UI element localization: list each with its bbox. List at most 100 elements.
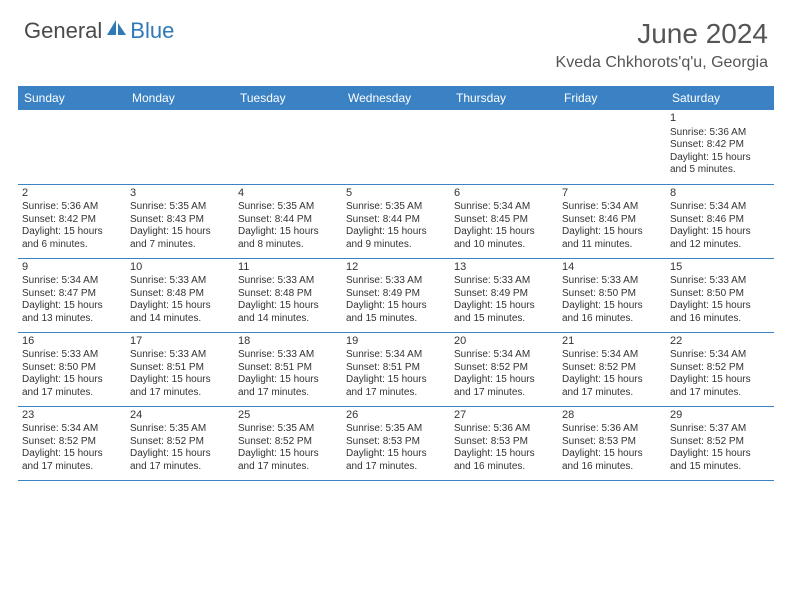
weekday-header: Tuesday [234, 86, 342, 110]
daylight-text: Daylight: 15 hours and 17 minutes. [562, 374, 662, 399]
calendar-cell: 25Sunrise: 5:35 AMSunset: 8:52 PMDayligh… [234, 406, 342, 480]
daylight-text: Daylight: 15 hours and 17 minutes. [22, 374, 122, 399]
day-number: 18 [238, 335, 338, 349]
day-number: 22 [670, 335, 770, 349]
day-number: 8 [670, 187, 770, 201]
sunrise-text: Sunrise: 5:34 AM [670, 201, 770, 214]
day-number: 2 [22, 187, 122, 201]
sunrise-text: Sunrise: 5:33 AM [346, 275, 446, 288]
day-number: 16 [22, 335, 122, 349]
sunrise-text: Sunrise: 5:37 AM [670, 423, 770, 436]
day-number: 11 [238, 261, 338, 275]
daylight-text: Daylight: 15 hours and 16 minutes. [562, 448, 662, 473]
sunrise-text: Sunrise: 5:34 AM [562, 349, 662, 362]
sunrise-text: Sunrise: 5:36 AM [454, 423, 554, 436]
calendar-cell: 14Sunrise: 5:33 AMSunset: 8:50 PMDayligh… [558, 258, 666, 332]
sunset-text: Sunset: 8:42 PM [22, 214, 122, 227]
sunset-text: Sunset: 8:53 PM [454, 436, 554, 449]
calendar-cell: 2Sunrise: 5:36 AMSunset: 8:42 PMDaylight… [18, 184, 126, 258]
sunset-text: Sunset: 8:44 PM [238, 214, 338, 227]
sunset-text: Sunset: 8:46 PM [670, 214, 770, 227]
daylight-text: Daylight: 15 hours and 16 minutes. [562, 300, 662, 325]
calendar-cell: 24Sunrise: 5:35 AMSunset: 8:52 PMDayligh… [126, 406, 234, 480]
day-number: 13 [454, 261, 554, 275]
sunrise-text: Sunrise: 5:36 AM [22, 201, 122, 214]
calendar-cell: 29Sunrise: 5:37 AMSunset: 8:52 PMDayligh… [666, 406, 774, 480]
calendar-cell: 1Sunrise: 5:36 AMSunset: 8:42 PMDaylight… [666, 110, 774, 184]
weekday-header: Saturday [666, 86, 774, 110]
day-number: 7 [562, 187, 662, 201]
calendar-cell: 15Sunrise: 5:33 AMSunset: 8:50 PMDayligh… [666, 258, 774, 332]
day-number: 5 [346, 187, 446, 201]
daylight-text: Daylight: 15 hours and 16 minutes. [454, 448, 554, 473]
calendar-header-row: SundayMondayTuesdayWednesdayThursdayFrid… [18, 86, 774, 110]
calendar-row: 9Sunrise: 5:34 AMSunset: 8:47 PMDaylight… [18, 258, 774, 332]
sunrise-text: Sunrise: 5:34 AM [454, 201, 554, 214]
day-number: 1 [670, 112, 770, 126]
daylight-text: Daylight: 15 hours and 9 minutes. [346, 226, 446, 251]
daylight-text: Daylight: 15 hours and 17 minutes. [22, 448, 122, 473]
calendar-cell-empty [126, 110, 234, 184]
sunset-text: Sunset: 8:52 PM [130, 436, 230, 449]
sunset-text: Sunset: 8:50 PM [562, 288, 662, 301]
sunset-text: Sunset: 8:51 PM [346, 362, 446, 375]
day-number: 4 [238, 187, 338, 201]
day-number: 14 [562, 261, 662, 275]
day-number: 9 [22, 261, 122, 275]
sunset-text: Sunset: 8:48 PM [130, 288, 230, 301]
daylight-text: Daylight: 15 hours and 13 minutes. [22, 300, 122, 325]
sunrise-text: Sunrise: 5:34 AM [22, 275, 122, 288]
calendar-cell-empty [342, 110, 450, 184]
day-number: 12 [346, 261, 446, 275]
daylight-text: Daylight: 15 hours and 15 minutes. [346, 300, 446, 325]
daylight-text: Daylight: 15 hours and 15 minutes. [670, 448, 770, 473]
calendar-cell: 7Sunrise: 5:34 AMSunset: 8:46 PMDaylight… [558, 184, 666, 258]
daylight-text: Daylight: 15 hours and 17 minutes. [454, 374, 554, 399]
daylight-text: Daylight: 15 hours and 17 minutes. [130, 374, 230, 399]
daylight-text: Daylight: 15 hours and 8 minutes. [238, 226, 338, 251]
day-number: 29 [670, 409, 770, 423]
calendar-body: 1Sunrise: 5:36 AMSunset: 8:42 PMDaylight… [18, 110, 774, 480]
sunrise-text: Sunrise: 5:33 AM [130, 275, 230, 288]
calendar-cell: 20Sunrise: 5:34 AMSunset: 8:52 PMDayligh… [450, 332, 558, 406]
calendar-row: 16Sunrise: 5:33 AMSunset: 8:50 PMDayligh… [18, 332, 774, 406]
day-number: 23 [22, 409, 122, 423]
calendar-cell: 26Sunrise: 5:35 AMSunset: 8:53 PMDayligh… [342, 406, 450, 480]
sunrise-text: Sunrise: 5:35 AM [238, 201, 338, 214]
calendar-cell-empty [558, 110, 666, 184]
location: Kveda Chkhorots'q'u, Georgia [556, 54, 768, 72]
sunrise-text: Sunrise: 5:33 AM [22, 349, 122, 362]
day-number: 28 [562, 409, 662, 423]
day-number: 6 [454, 187, 554, 201]
sunset-text: Sunset: 8:43 PM [130, 214, 230, 227]
calendar-cell: 27Sunrise: 5:36 AMSunset: 8:53 PMDayligh… [450, 406, 558, 480]
daylight-text: Daylight: 15 hours and 17 minutes. [238, 374, 338, 399]
sunrise-text: Sunrise: 5:34 AM [454, 349, 554, 362]
daylight-text: Daylight: 15 hours and 17 minutes. [670, 374, 770, 399]
daylight-text: Daylight: 15 hours and 7 minutes. [130, 226, 230, 251]
sunset-text: Sunset: 8:49 PM [454, 288, 554, 301]
logo-text-dark: General [24, 18, 102, 44]
sunrise-text: Sunrise: 5:34 AM [22, 423, 122, 436]
calendar-cell: 23Sunrise: 5:34 AMSunset: 8:52 PMDayligh… [18, 406, 126, 480]
calendar-cell: 16Sunrise: 5:33 AMSunset: 8:50 PMDayligh… [18, 332, 126, 406]
sunset-text: Sunset: 8:50 PM [22, 362, 122, 375]
sunrise-text: Sunrise: 5:35 AM [130, 423, 230, 436]
daylight-text: Daylight: 15 hours and 17 minutes. [238, 448, 338, 473]
daylight-text: Daylight: 15 hours and 17 minutes. [130, 448, 230, 473]
daylight-text: Daylight: 15 hours and 15 minutes. [454, 300, 554, 325]
sunset-text: Sunset: 8:50 PM [670, 288, 770, 301]
logo-sail-icon [106, 19, 128, 37]
sunset-text: Sunset: 8:42 PM [670, 139, 770, 152]
calendar-row: 2Sunrise: 5:36 AMSunset: 8:42 PM Daylight… [18, 184, 774, 258]
calendar-cell: 12Sunrise: 5:33 AMSunset: 8:49 PMDayligh… [342, 258, 450, 332]
sunrise-text: Sunrise: 5:35 AM [346, 201, 446, 214]
calendar-cell: 10Sunrise: 5:33 AMSunset: 8:48 PMDayligh… [126, 258, 234, 332]
sunrise-text: Sunrise: 5:35 AM [346, 423, 446, 436]
day-number: 24 [130, 409, 230, 423]
calendar-cell: 19Sunrise: 5:34 AMSunset: 8:51 PMDayligh… [342, 332, 450, 406]
sunset-text: Sunset: 8:52 PM [670, 362, 770, 375]
sunrise-text: Sunrise: 5:33 AM [454, 275, 554, 288]
sunrise-text: Sunrise: 5:36 AM [670, 127, 770, 140]
calendar-row: 1Sunrise: 5:36 AMSunset: 8:42 PMDaylight… [18, 110, 774, 184]
